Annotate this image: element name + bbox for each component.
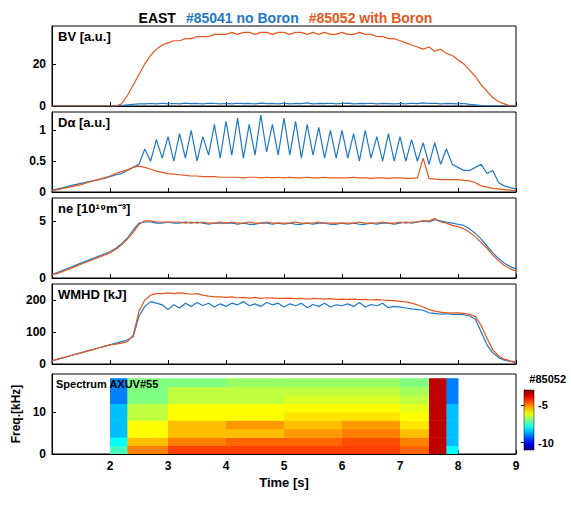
svg-text:8: 8 (455, 459, 462, 473)
svg-text:Dα [a.u.]: Dα [a.u.] (58, 115, 110, 130)
svg-text:5: 5 (39, 214, 46, 228)
svg-text:#85041 no Boron: #85041 no Boron (186, 10, 299, 26)
svg-text:1: 1 (39, 123, 46, 137)
svg-text:0: 0 (39, 447, 46, 461)
svg-text:EAST: EAST (139, 10, 177, 26)
svg-text:0: 0 (39, 357, 46, 371)
svg-text:2: 2 (107, 459, 114, 473)
svg-text:Time [s]: Time [s] (259, 475, 309, 490)
svg-text:200: 200 (26, 293, 46, 307)
svg-text:-5: -5 (538, 399, 548, 411)
svg-text:3: 3 (165, 459, 172, 473)
svg-text:9: 9 (513, 459, 520, 473)
svg-text:10: 10 (33, 405, 47, 419)
svg-text:WMHD [kJ]: WMHD [kJ] (58, 287, 127, 302)
svg-text:BV [a.u.]: BV [a.u.] (58, 29, 111, 44)
svg-text:0.5: 0.5 (29, 154, 46, 168)
svg-text:5: 5 (281, 459, 288, 473)
svg-text:Spectrum AXUV#55: Spectrum AXUV#55 (56, 378, 158, 390)
svg-text:0: 0 (39, 185, 46, 199)
svg-text:100: 100 (26, 325, 46, 339)
svg-text:7: 7 (397, 459, 404, 473)
svg-text:-10: -10 (538, 437, 554, 449)
svg-text:ne [10¹⁹m⁻³]: ne [10¹⁹m⁻³] (58, 201, 130, 216)
svg-text:#85052: #85052 (529, 373, 566, 385)
svg-text:0: 0 (39, 271, 46, 285)
svg-text:20: 20 (33, 57, 47, 71)
svg-text:Freq.[kHz]: Freq.[kHz] (9, 385, 23, 444)
svg-text:0: 0 (39, 99, 46, 113)
svg-text:6: 6 (339, 459, 346, 473)
svg-text:#85052 with Boron: #85052 with Boron (309, 10, 433, 26)
svg-text:4: 4 (223, 459, 230, 473)
